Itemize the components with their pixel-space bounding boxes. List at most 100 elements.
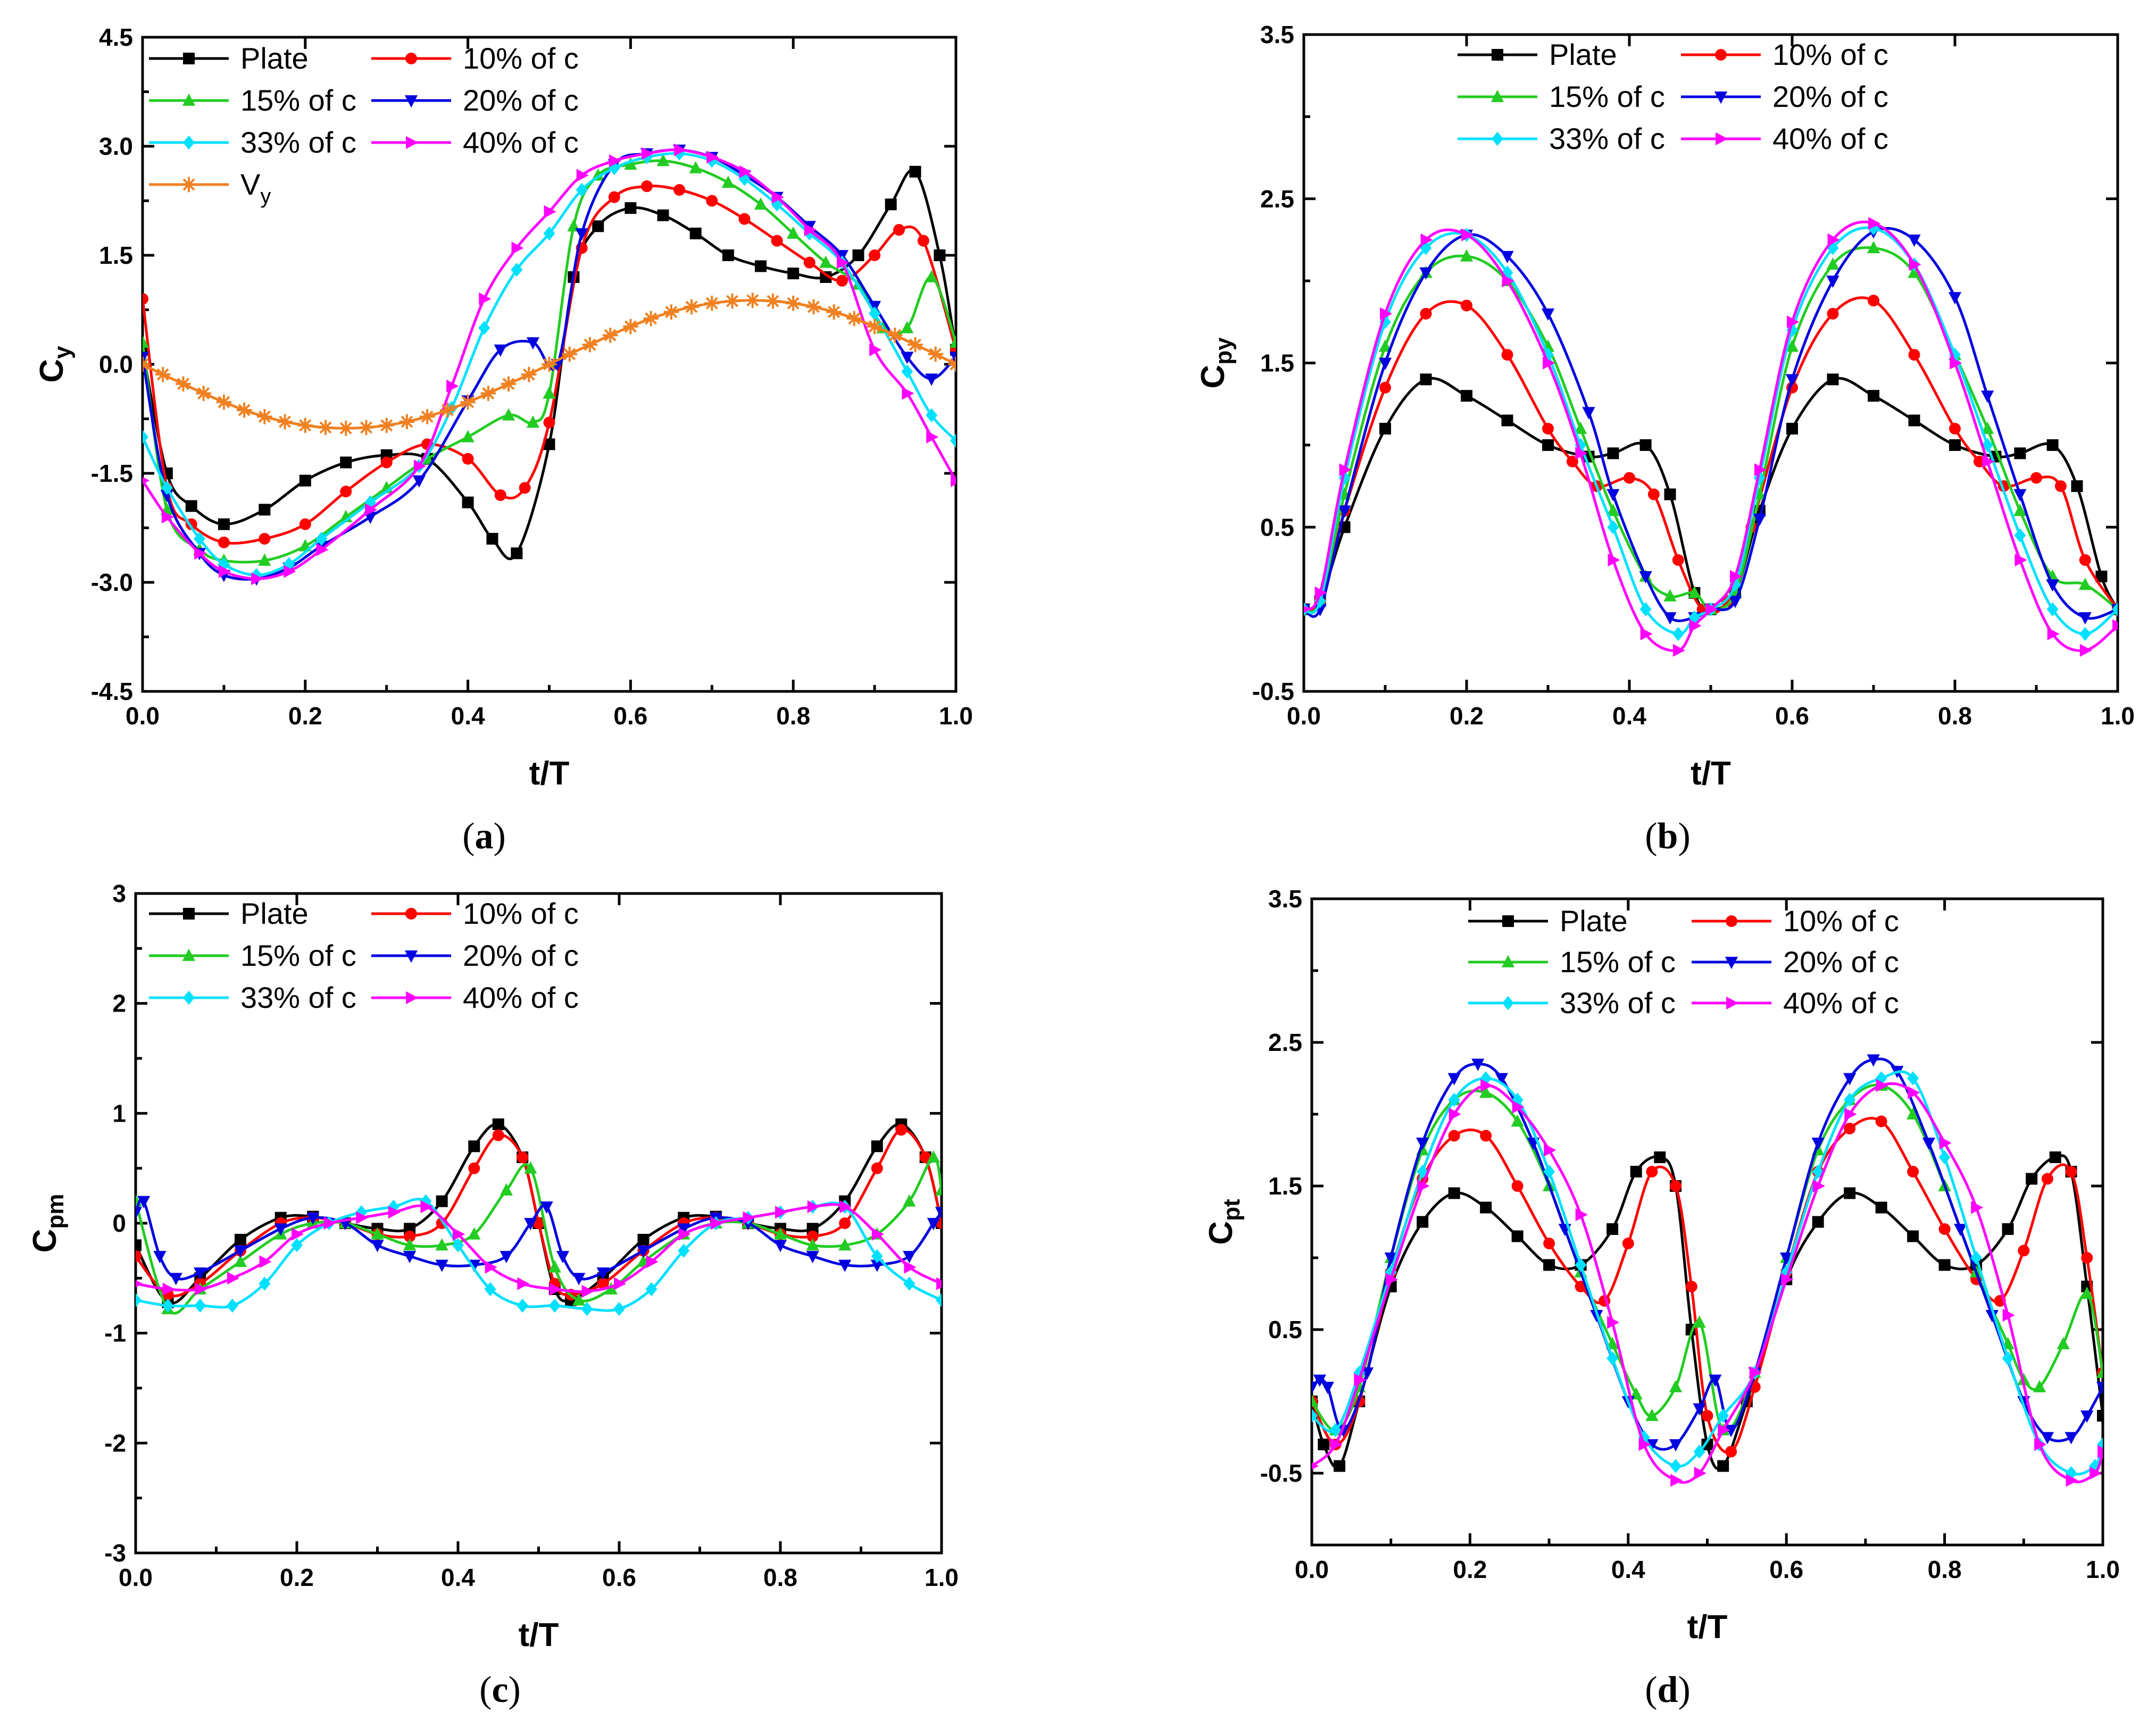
data-point — [927, 1218, 940, 1231]
data-point — [1313, 1374, 1326, 1387]
data-point — [902, 387, 914, 400]
data-point — [1575, 447, 1588, 460]
data-point — [484, 1282, 496, 1297]
data-point — [1645, 1408, 1659, 1421]
legend-marker — [182, 948, 196, 961]
legend-label-main: 10% of c — [463, 41, 579, 75]
series-10-of-c — [1304, 295, 2118, 615]
legend-label-main: 33% of c — [240, 126, 356, 159]
legend-label-main: 15% of c — [1549, 80, 1665, 113]
data-point — [637, 1245, 650, 1258]
data-point — [419, 409, 435, 424]
panel-label-letter: d — [1658, 1669, 1678, 1710]
series-line — [1304, 227, 2118, 622]
data-point — [1420, 307, 1432, 320]
data-point — [787, 226, 800, 239]
legend-label: 33% of c — [240, 981, 356, 1014]
data-point — [2090, 1466, 2102, 1480]
legend: Plate 10% of c 15% of c 20% of c 33% of c 40%… — [1458, 38, 1888, 155]
legend-marker — [183, 990, 195, 1005]
data-point — [576, 182, 588, 197]
x-tick-label: 1.0 — [2101, 702, 2135, 730]
chart-panel-c: 0.0 0.2 0.4 0.6 0.8 1.0 -3 -2 -1 0 1 2 3 t/T Cpm Plate 1… — [27, 880, 959, 1710]
data-point — [1543, 1259, 1555, 1271]
data-point — [637, 1234, 650, 1246]
data-point — [871, 1162, 883, 1174]
legend-label-main: Plate — [240, 41, 309, 75]
data-point — [1669, 1380, 1683, 1392]
data-point — [2078, 578, 2092, 590]
data-point — [901, 364, 913, 379]
legend-marker — [1726, 996, 1739, 1010]
data-point — [1908, 349, 1920, 361]
data-point — [1718, 1423, 1730, 1437]
data-point — [1787, 315, 1800, 329]
data-point — [137, 1196, 151, 1208]
data-point — [678, 1243, 690, 1258]
data-point — [870, 1259, 884, 1272]
data-point — [901, 352, 914, 364]
x-tick-label: 0.0 — [1287, 702, 1321, 730]
data-point — [556, 1251, 570, 1264]
series-20-of-c — [1304, 226, 2118, 625]
y-axis-title: Cpm — [27, 1194, 69, 1253]
data-point — [2097, 1445, 2103, 1458]
data-point — [1608, 553, 1620, 567]
data-point — [1471, 1058, 1485, 1071]
data-point — [895, 1124, 908, 1136]
data-point — [935, 1183, 942, 1196]
legend-item: 20% of c — [371, 83, 579, 117]
data-point — [1717, 1408, 1729, 1423]
data-point — [1812, 1164, 1824, 1179]
data-point — [562, 346, 578, 362]
data-point — [1670, 1474, 1683, 1487]
data-point — [1480, 1079, 1493, 1092]
legend-label: Vy — [240, 168, 271, 208]
data-point — [926, 430, 939, 444]
x-tick-label: 1.0 — [939, 702, 973, 730]
data-point — [543, 416, 555, 429]
y-tick-label: 3.0 — [99, 132, 133, 160]
series-10-of-c — [1312, 1115, 2103, 1458]
legend-label: 33% of c — [1560, 986, 1676, 1020]
series-33-of-c — [1304, 221, 2118, 641]
data-point — [299, 518, 311, 530]
data-point — [1709, 1374, 1722, 1387]
data-point — [227, 1272, 239, 1285]
data-point — [234, 1245, 247, 1258]
data-point — [502, 408, 515, 421]
data-point — [1379, 381, 1391, 394]
data-point — [1638, 1438, 1651, 1451]
data-point — [176, 376, 191, 392]
data-point — [642, 147, 654, 160]
data-point — [806, 1230, 819, 1242]
x-tick-label: 0.0 — [119, 1564, 153, 1591]
data-point — [1479, 1085, 1493, 1098]
data-point — [1908, 265, 1921, 278]
data-point — [1544, 1143, 1556, 1157]
series-line — [1304, 220, 2118, 652]
legend-label: 20% of c — [463, 939, 579, 972]
data-point — [678, 1227, 691, 1241]
data-point — [2112, 602, 2118, 616]
chart-panel-d: 0.0 0.2 0.4 0.6 0.8 1.0 -0.5 0.5 1.5 2.5 3.5 t/T Cpt… — [1203, 885, 2120, 1710]
panel-label: (b) — [1645, 816, 1691, 857]
data-point — [2034, 1438, 2047, 1451]
data-point — [704, 295, 720, 311]
data-point — [1753, 513, 1766, 527]
data-point — [1630, 1166, 1642, 1177]
legend-item: 33% of c — [1468, 986, 1676, 1020]
data-point — [251, 572, 264, 586]
data-point — [1672, 627, 1684, 641]
x-tick-label: 0.0 — [126, 702, 160, 730]
legend-label-main: 10% of c — [463, 897, 579, 930]
legend-item: 15% of c — [1458, 80, 1665, 113]
data-point — [412, 475, 426, 488]
data-point — [169, 1273, 182, 1285]
y-axis-title-sub: py — [1211, 337, 1237, 365]
data-point — [1948, 292, 1962, 305]
data-point — [807, 1200, 820, 1214]
data-point — [1607, 1316, 1620, 1329]
data-point — [837, 256, 850, 269]
data-point — [806, 1238, 819, 1251]
